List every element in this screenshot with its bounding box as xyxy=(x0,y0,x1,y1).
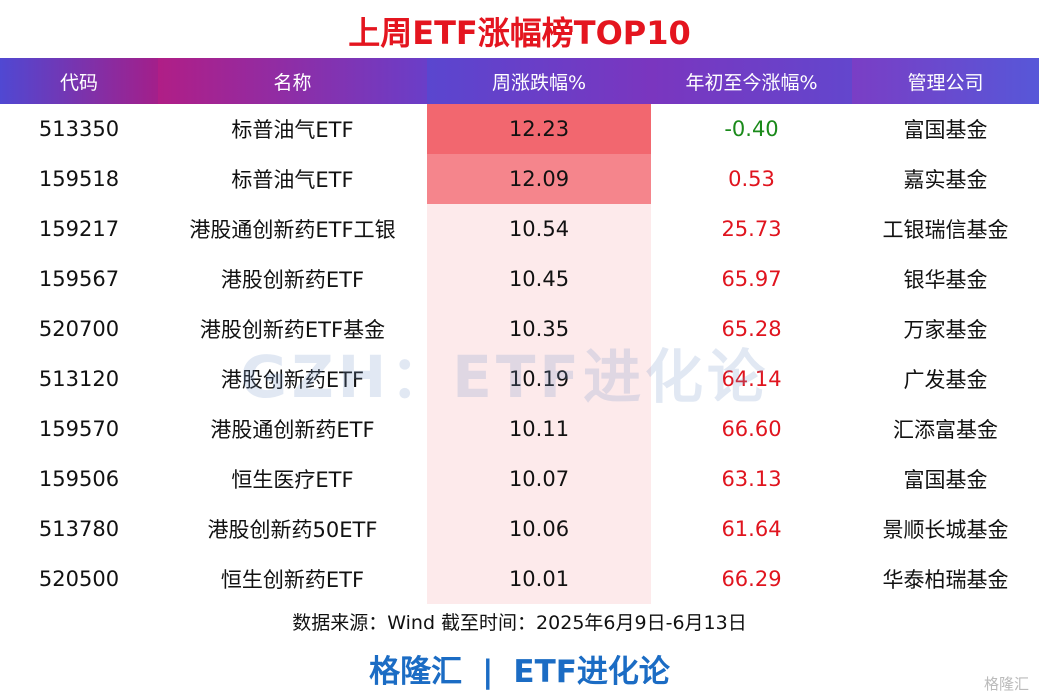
table-cell: 0.53 xyxy=(728,167,775,191)
table-cell: 10.35 xyxy=(427,304,651,354)
table-cell: 25.73 xyxy=(721,217,782,241)
table-cell: 520700 xyxy=(38,317,120,341)
brand-right: ETF进化论 xyxy=(513,654,670,690)
table-row: 520700 港股创新药ETF基金 10.35 65.28 万家基金 xyxy=(0,304,1039,354)
table-cell: 嘉实基金 xyxy=(903,168,988,192)
column-header: 代码 xyxy=(0,58,158,104)
table-cell: 63.13 xyxy=(721,467,782,491)
title: 上周ETF涨幅榜TOP10 xyxy=(348,14,691,52)
column-header: 名称 xyxy=(158,58,427,104)
logo: 格隆汇 xyxy=(983,675,1029,693)
table-cell: 汇添富基金 xyxy=(893,418,998,442)
table-cell: 64.14 xyxy=(721,367,782,391)
table-cell: 万家基金 xyxy=(903,318,988,342)
table-cell: 广发基金 xyxy=(903,368,988,392)
table-cell: 10.19 xyxy=(427,354,651,404)
table-cell: 标普油气ETF xyxy=(231,168,354,192)
table-cell: 10.11 xyxy=(427,404,651,454)
table-cell: 标普油气ETF xyxy=(231,118,354,142)
table-cell: 10.54 xyxy=(427,204,651,254)
table-cell: 港股创新药ETF xyxy=(220,368,365,392)
brand-left: 格隆汇 xyxy=(369,654,463,690)
table-cell: 65.28 xyxy=(721,317,782,341)
table-row: 159217 港股通创新药ETF工银 10.54 25.73 工银瑞信基金 xyxy=(0,204,1039,254)
table-row: 159518 标普油气ETF 12.09 0.53 嘉实基金 xyxy=(0,154,1039,204)
table-cell: 159567 xyxy=(38,267,120,291)
table-cell: 10.07 xyxy=(427,454,651,504)
table-row: 159567 港股创新药ETF 10.45 65.97 银华基金 xyxy=(0,254,1039,304)
column-header: 管理公司 xyxy=(852,58,1039,104)
table-cell: 港股创新药50ETF xyxy=(207,518,378,542)
table-row: 513780 港股创新药50ETF 10.06 61.64 景顺长城基金 xyxy=(0,504,1039,554)
table-cell: 159518 xyxy=(38,167,120,191)
table-cell: 159570 xyxy=(38,417,120,441)
table-row: 513120 港股创新药ETF 10.19 64.14 广发基金 xyxy=(0,354,1039,404)
table-cell: 华泰柏瑞基金 xyxy=(882,568,1009,592)
table-body: 513350 标普油气ETF 12.23 -0.40 富国基金 159518 标普油气ETF… xyxy=(0,104,1039,604)
table-cell: 10.01 xyxy=(427,554,651,604)
table-cell: 10.45 xyxy=(427,254,651,304)
table-cell: 520500 xyxy=(38,567,120,591)
table-cell: 12.23 xyxy=(427,104,651,154)
brand: 格隆汇 | ETF进化论 xyxy=(0,646,1039,691)
table-cell: -0.40 xyxy=(724,117,779,141)
table-row: 159570 港股通创新药ETF 10.11 66.60 汇添富基金 xyxy=(0,404,1039,454)
table-cell: 66.60 xyxy=(721,417,782,441)
table-cell: 港股创新药ETF基金 xyxy=(199,318,386,342)
table-cell: 恒生医疗ETF xyxy=(231,468,354,492)
table-cell: 恒生创新药ETF xyxy=(220,568,365,592)
table-cell: 10.06 xyxy=(427,504,651,554)
table-row: 520500 恒生创新药ETF 10.01 66.29 华泰柏瑞基金 xyxy=(0,554,1039,604)
table-row: 513350 标普油气ETF 12.23 -0.40 富国基金 xyxy=(0,104,1039,154)
table-cell: 景顺长城基金 xyxy=(882,518,1009,542)
table-cell: 港股通创新药ETF工银 xyxy=(189,218,396,242)
table-cell: 513780 xyxy=(38,517,120,541)
table-cell: 12.09 xyxy=(427,154,651,204)
table-cell: 富国基金 xyxy=(903,118,988,142)
header-row: 代码 名称 周涨跌幅% 年初至今涨幅% 管理公司 xyxy=(0,58,1039,104)
column-header: 周涨跌幅% xyxy=(427,58,651,104)
source-note: 数据来源：Wind 截至时间：2025年6月9日-6月13日 xyxy=(292,612,747,634)
table-cell: 66.29 xyxy=(721,567,782,591)
table-cell: 159506 xyxy=(38,467,120,491)
table-cell: 61.64 xyxy=(721,517,782,541)
table-cell: 159217 xyxy=(38,217,120,241)
table-cell: 工银瑞信基金 xyxy=(882,218,1009,242)
table-cell: 港股通创新药ETF xyxy=(210,418,375,442)
table-cell: 513120 xyxy=(38,367,120,391)
table-cell: 富国基金 xyxy=(903,468,988,492)
etf-table: 代码 名称 周涨跌幅% 年初至今涨幅% 管理公司 513350 标普油气ETF 12.23 -… xyxy=(0,58,1039,604)
table-cell: 513350 xyxy=(38,117,120,141)
table-cell: 65.97 xyxy=(721,267,782,291)
column-header: 年初至今涨幅% xyxy=(651,58,852,104)
table-cell: 银华基金 xyxy=(903,268,988,292)
table-cell: 港股创新药ETF xyxy=(220,268,365,292)
table-row: 159506 恒生医疗ETF 10.07 63.13 富国基金 xyxy=(0,454,1039,504)
separator: | xyxy=(482,654,494,690)
